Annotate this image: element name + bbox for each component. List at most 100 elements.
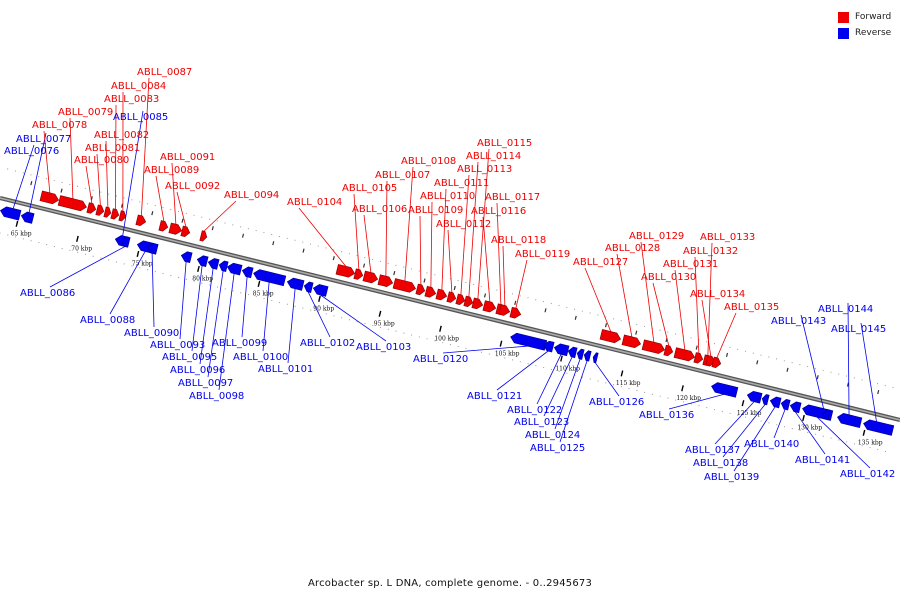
gene-abll-0101: [286, 277, 305, 291]
scale-tick-label: 105 kbp: [495, 350, 520, 357]
gene-label: ABLL_0080: [74, 155, 129, 166]
gene-abll-0099: [241, 266, 254, 279]
gene-label: ABLL_0084: [111, 81, 166, 92]
reverse-swatch: [838, 27, 849, 39]
gene-label: ABLL_0109: [408, 205, 463, 216]
gene-features: [0, 190, 895, 436]
gene-label: ABLL_0118: [491, 235, 546, 246]
gene-abll-0130: [663, 344, 674, 357]
gene-label: ABLL_0112: [436, 219, 491, 230]
gene-label: ABLL_0092: [165, 181, 220, 192]
gene-label: ABLL_0114: [466, 151, 521, 162]
gene-abll-0110: [424, 285, 437, 298]
scale-tick-label: 110 kbp: [555, 365, 580, 372]
gene-abll-0128: [621, 334, 642, 349]
gene-abll-0102: [303, 281, 314, 293]
gene-abll-0125: [583, 350, 592, 362]
scale-tick-label: 80 kbp: [192, 276, 213, 283]
gene-abll-0106: [362, 270, 379, 284]
gene-abll-0083: [110, 208, 120, 220]
gene-abll-0105: [353, 268, 364, 280]
gene-label: ABLL_0104: [287, 197, 342, 208]
gene-abll-0081: [95, 204, 105, 216]
gene-label: ABLL_0078: [32, 120, 87, 131]
scale-tick: 105 kbp: [495, 340, 520, 357]
gene-abll-0135: [711, 356, 722, 368]
scale-tick: 75 kbp: [132, 250, 153, 268]
gene-abll-0138: [761, 394, 770, 406]
gene-label: ABLL_0107: [375, 170, 430, 181]
forward-swatch: [838, 11, 849, 23]
gene-abll-0129: [641, 339, 665, 354]
gene-label: ABLL_0139: [704, 472, 759, 483]
gene-abll-0136: [711, 382, 739, 398]
scale-tick: 100 kbp: [434, 325, 459, 342]
scale-tick: 130 kbp: [797, 414, 822, 432]
scale-tick: 90 kbp: [313, 295, 334, 313]
gene-label: ABLL_0111: [434, 178, 489, 189]
gene-label: ABLL_0105: [342, 183, 397, 194]
gene-label: ABLL_0116: [471, 206, 526, 217]
gene-label: ABLL_0103: [356, 342, 411, 353]
gene-label: ABLL_0091: [160, 152, 215, 163]
scale-tick: 135 kbp: [858, 429, 883, 447]
gene-abll-0137: [746, 390, 763, 404]
scale-tick: 65 kbp: [11, 220, 32, 238]
gene-abll-0093: [180, 251, 193, 264]
gene-label: ABLL_0096: [170, 365, 225, 376]
genome-caption: Arcobacter sp. L DNA, complete genome. -…: [307, 578, 593, 589]
legend-reverse-label: Reverse: [855, 28, 892, 38]
gene-label: ABLL_0138: [693, 458, 748, 469]
legend-forward-label: Forward: [855, 12, 892, 22]
gene-label: ABLL_0132: [683, 246, 738, 257]
gene-label: ABLL_0144: [818, 304, 873, 315]
gene-label: ABLL_0143: [771, 316, 826, 327]
scale-tick-label: 90 kbp: [313, 306, 334, 313]
scale-tick-label: 65 kbp: [11, 231, 32, 238]
gene-abll-0144: [837, 413, 863, 428]
gene-abll-0104: [335, 264, 356, 278]
gene-abll-0120: [510, 332, 548, 351]
legend-reverse: Reverse: [838, 25, 891, 41]
gene-label: ABLL_0122: [507, 405, 562, 416]
gene-label: ABLL_0124: [525, 430, 580, 441]
gene-abll-0115: [471, 297, 484, 310]
gene-abll-0076: [0, 206, 22, 221]
legend-forward: Forward: [838, 9, 891, 25]
scale-tick-label: 85 kbp: [253, 291, 274, 298]
scale-tick-label: 70 kbp: [71, 246, 92, 253]
gene-label: ABLL_0076: [4, 146, 59, 157]
gene-label: ABLL_0141: [795, 455, 850, 466]
scale-tick: 80 kbp: [192, 265, 213, 283]
gene-label: ABLL_0094: [224, 190, 279, 201]
scale-tick-label: 115 kbp: [616, 380, 641, 387]
scale-tick-label: 125 kbp: [737, 410, 762, 417]
gene-abll-0116: [482, 300, 497, 313]
scale-tick-label: 130 kbp: [797, 425, 822, 432]
gene-abll-0090: [146, 243, 159, 255]
gene-abll-0140: [780, 399, 791, 411]
gene-label: ABLL_0113: [457, 164, 512, 175]
gene-label: ABLL_0082: [94, 130, 149, 141]
gene-abll-0095: [196, 255, 209, 268]
gene-label: ABLL_0134: [690, 289, 745, 300]
gene-label: ABLL_0087: [137, 67, 192, 78]
gene-abll-0124: [576, 348, 585, 360]
gene-label: ABLL_0135: [724, 302, 779, 313]
gene-abll-0145: [863, 419, 895, 436]
label-leaders: [9, 77, 879, 472]
gene-label: ABLL_0077: [16, 134, 71, 145]
gene-abll-0141: [789, 401, 802, 414]
gene-abll-0087: [135, 214, 147, 226]
gene-abll-0103: [312, 284, 329, 297]
gene-abll-0143: [822, 409, 831, 421]
gene-abll-0092: [180, 225, 191, 237]
gene-label: ABLL_0140: [744, 439, 799, 450]
scale-tick: 85 kbp: [253, 280, 274, 298]
gene-label: ABLL_0128: [605, 243, 660, 254]
gene-abll-0111: [435, 288, 448, 301]
gene-abll-0118: [498, 304, 511, 316]
gene-abll-0109: [415, 283, 426, 296]
gene-abll-0091: [168, 222, 183, 235]
